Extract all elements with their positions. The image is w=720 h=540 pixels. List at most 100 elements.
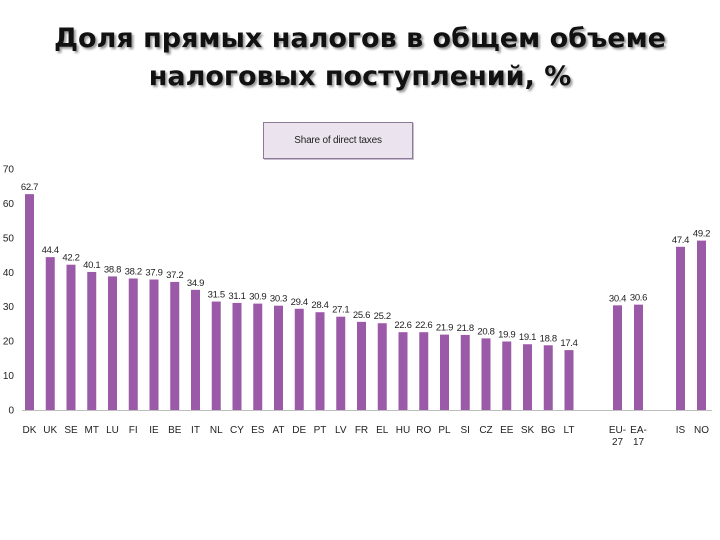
value-label: 37.9: [145, 268, 162, 279]
bar-nl: [211, 301, 221, 410]
bar-ro: [419, 332, 429, 410]
category-label: LU: [106, 425, 119, 436]
bar-cy: [232, 302, 242, 410]
value-label: 30.3: [270, 294, 287, 305]
category-label: EE: [500, 425, 514, 436]
y-tick-label: 0: [8, 406, 14, 417]
bar-el: [377, 323, 387, 410]
y-tick-label: 10: [3, 371, 15, 382]
y-tick-label: 20: [3, 337, 15, 348]
value-label: 31.5: [208, 290, 225, 301]
category-label: AT: [272, 425, 284, 436]
value-label: 18.8: [540, 333, 557, 344]
y-tick-label: 30: [3, 302, 15, 313]
value-label: 42.2: [62, 253, 79, 264]
category-label: PT: [314, 425, 327, 436]
value-label: 29.4: [291, 297, 308, 308]
value-label: 30.4: [609, 293, 626, 304]
y-tick-label: 40: [3, 268, 15, 279]
y-tick-label: 50: [3, 233, 15, 244]
chart-legend: Share of direct taxes: [263, 122, 413, 159]
category-label: CZ: [479, 425, 492, 436]
bar-fi: [128, 278, 138, 410]
category-label: FI: [129, 425, 138, 436]
value-label: 19.9: [498, 329, 515, 340]
category-label: BG: [541, 425, 556, 436]
bar-pl: [440, 334, 449, 410]
bar-se: [66, 264, 76, 410]
value-label: 21.8: [457, 323, 474, 334]
category-label: UK: [43, 425, 57, 436]
bar-uk: [45, 257, 55, 410]
category-label: LV: [335, 425, 347, 436]
category-label: SI: [461, 425, 470, 436]
category-label: RO: [416, 425, 431, 436]
bar-ie: [149, 279, 159, 410]
category-label: NL: [210, 425, 223, 436]
bar-fr: [357, 321, 366, 410]
value-label: 37.2: [166, 270, 183, 281]
value-label: 21.9: [436, 323, 453, 334]
bar-de: [294, 308, 304, 410]
bar-ea-17: [634, 304, 643, 410]
bar-at: [274, 305, 283, 410]
value-label: 30.6: [630, 293, 647, 304]
category-label: EL: [376, 425, 389, 436]
bar-it: [191, 289, 200, 410]
bar-es: [253, 303, 263, 410]
bar-bg: [543, 345, 553, 410]
bar-is: [676, 246, 685, 410]
value-label: 25.6: [353, 310, 370, 321]
value-label: 30.9: [249, 292, 266, 303]
value-label: 17.4: [560, 338, 577, 349]
value-label: 34.9: [187, 278, 204, 289]
value-label: 20.8: [477, 326, 494, 337]
y-tick-label: 70: [3, 165, 15, 176]
category-label: EU-27: [609, 425, 626, 448]
value-label: 22.6: [415, 320, 432, 331]
value-label: 28.4: [311, 300, 328, 311]
value-label: 25.2: [374, 311, 391, 322]
bar-eu-27: [613, 305, 622, 410]
value-label: 47.4: [672, 235, 689, 246]
category-label: CY: [230, 425, 244, 436]
category-label: NO: [694, 425, 709, 436]
value-label: 38.8: [104, 264, 121, 275]
slide-title: Доля прямых налогов в общем объеме налог…: [0, 20, 720, 96]
category-label: BE: [168, 425, 182, 436]
category-label: EA-17: [630, 425, 647, 448]
category-label: LT: [564, 425, 575, 436]
bar-hu: [398, 332, 408, 410]
bar-mt: [87, 271, 97, 410]
category-label: IS: [676, 425, 686, 436]
category-label: SK: [521, 425, 535, 436]
value-label: 31.1: [228, 291, 245, 302]
bar-sk: [523, 344, 532, 410]
category-label: DE: [292, 425, 306, 436]
value-label: 22.6: [394, 320, 411, 331]
category-label: HU: [396, 425, 410, 436]
value-label: 49.2: [693, 229, 710, 240]
slide-title-line-1: Доля прямых налогов в общем объеме: [54, 23, 666, 54]
y-tick-label: 60: [3, 199, 15, 210]
value-label: 27.1: [332, 305, 349, 316]
slide-title-line-2: налоговых поступлений, %: [148, 61, 572, 92]
bar-no: [697, 240, 706, 410]
category-label: MT: [85, 425, 99, 436]
bar-dk: [25, 194, 34, 410]
category-label: IE: [149, 425, 159, 436]
bar-be: [170, 281, 180, 410]
bar-lt: [564, 350, 574, 410]
category-label: ES: [251, 425, 265, 436]
category-label: SE: [64, 425, 78, 436]
bar-lu: [108, 276, 117, 410]
category-label: IT: [191, 425, 200, 436]
value-label: 19.1: [519, 332, 536, 343]
bar-pt: [315, 312, 325, 410]
value-label: 40.1: [83, 260, 100, 271]
category-label: FR: [355, 425, 368, 436]
bar-ee: [502, 341, 512, 410]
value-label: 62.7: [21, 182, 38, 193]
bar-lv: [336, 316, 346, 410]
